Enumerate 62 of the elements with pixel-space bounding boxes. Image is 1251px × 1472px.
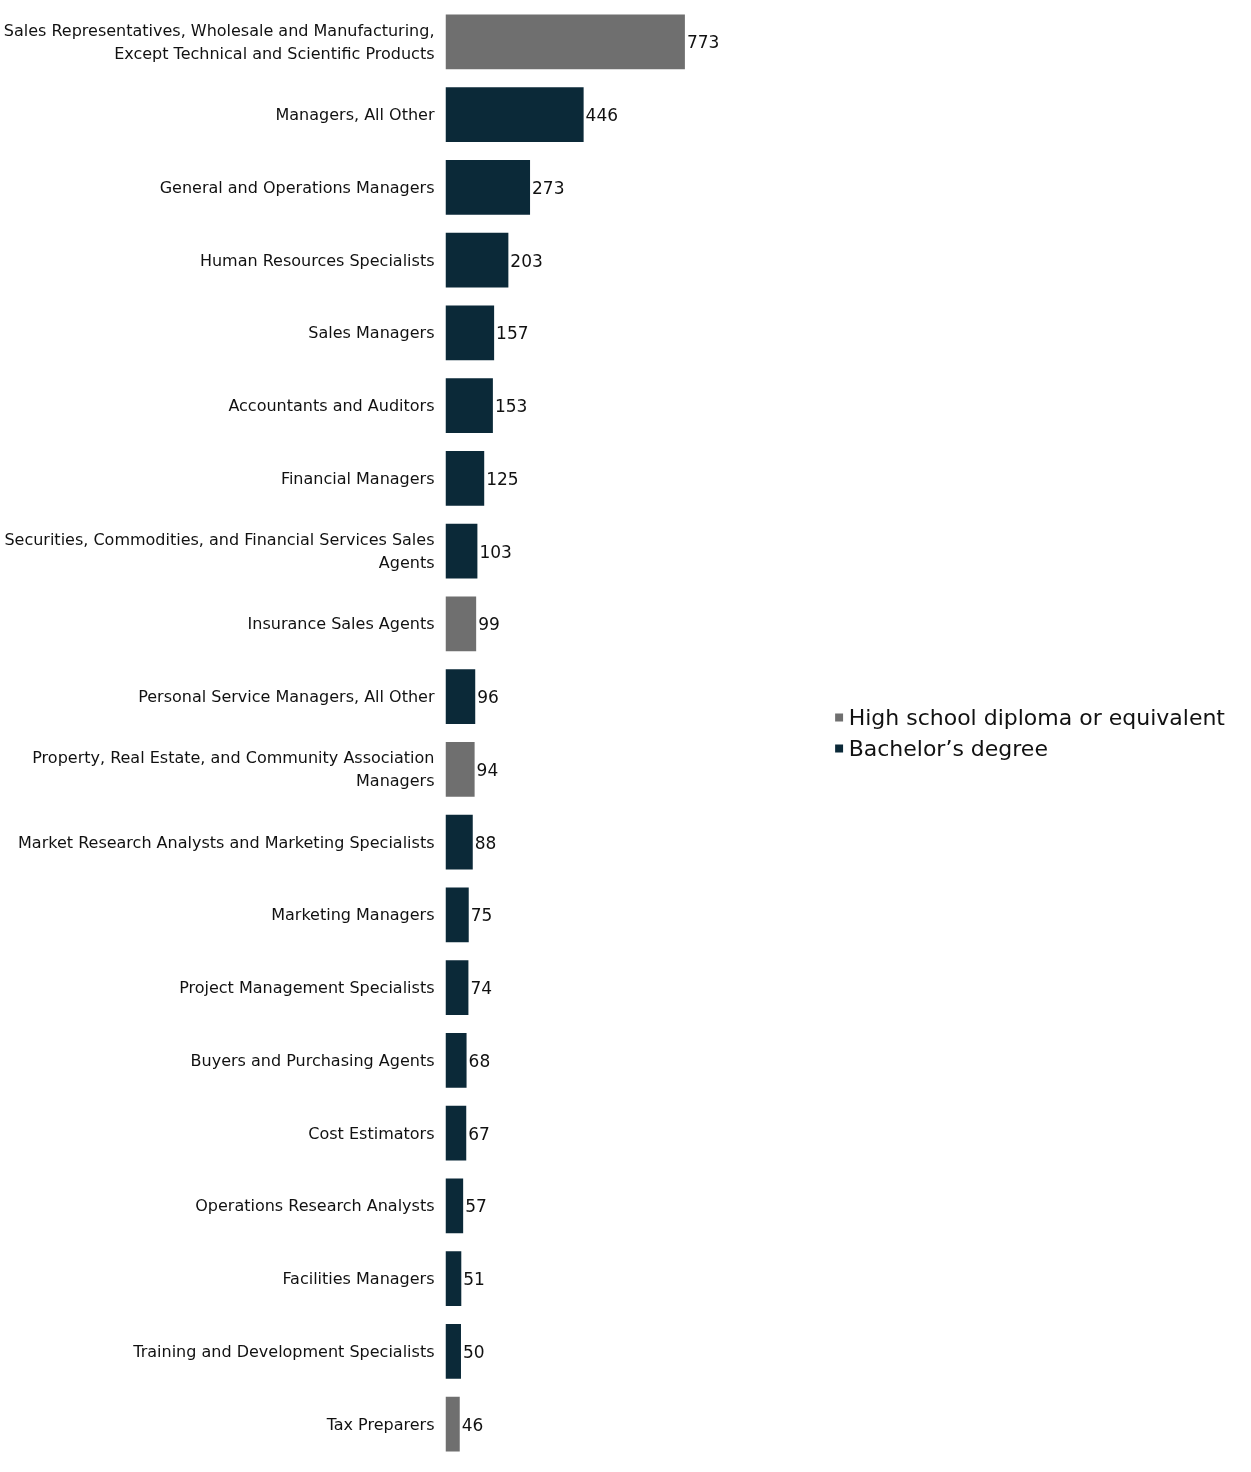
y-tick-label: Financial Managers — [280, 468, 435, 488]
data-label: 157 — [496, 323, 529, 344]
data-label: 51 — [463, 1269, 485, 1290]
data-label: 773 — [686, 32, 720, 53]
bar — [445, 378, 493, 433]
y-tick-label: Personal Service Managers, All Other — [138, 687, 435, 707]
bar — [445, 305, 495, 361]
data-label: 96 — [477, 687, 499, 708]
y-tick-label: Securities, Commodities, and Financial Services Sales Agents — [4, 530, 435, 573]
bar — [445, 742, 475, 797]
y-tick-label: Sales Representatives, Wholesale and Manufacturing, Except Technical and Scientific Products — [3, 20, 435, 63]
y-tick-label: Operations Research Analysts — [195, 1196, 435, 1216]
bar — [445, 669, 476, 724]
data-label: 57 — [465, 1196, 487, 1217]
data-label: 153 — [494, 396, 528, 417]
y-tick-label: Human Resources Specialists — [199, 250, 435, 270]
data-label: 94 — [476, 759, 499, 780]
bar — [445, 814, 473, 870]
bar — [445, 887, 469, 943]
data-label: 50 — [462, 1341, 485, 1362]
data-label: 46 — [461, 1414, 484, 1435]
data-label: 88 — [474, 832, 497, 853]
bar — [445, 960, 469, 1015]
data-label: 67 — [468, 1123, 490, 1144]
bar — [445, 160, 531, 215]
y-tick-label: Cost Estimators — [308, 1123, 435, 1143]
bar — [445, 1324, 461, 1379]
bar — [445, 232, 509, 288]
data-label: 99 — [478, 614, 500, 635]
bar — [445, 1396, 460, 1452]
bar — [445, 87, 584, 142]
y-tick-label: Training and Development Specialists — [132, 1341, 435, 1361]
bar — [445, 596, 477, 652]
bar — [445, 451, 485, 506]
bar — [445, 1033, 467, 1088]
bar — [445, 523, 478, 579]
y-tick-label: General and Operations Managers — [159, 177, 435, 197]
y-tick-label: Buyers and Purchasing Agents — [190, 1050, 435, 1070]
y-tick-label: Facilities Managers — [282, 1269, 435, 1289]
y-tick-label: Tax Preparers — [325, 1414, 435, 1434]
bar — [445, 1105, 467, 1161]
y-tick-label: Market Research Analysts and Marketing Specialists — [18, 832, 435, 852]
y-tick-label: Marketing Managers — [271, 905, 435, 925]
y-tick-label: Sales Managers — [308, 323, 435, 343]
y-tick-label: Project Management Specialists — [179, 978, 435, 998]
data-label: 74 — [470, 978, 493, 999]
data-label: 125 — [486, 468, 519, 489]
y-tick-label: Property, Real Estate, and Community Association Managers — [32, 748, 435, 791]
data-label: 273 — [532, 177, 565, 198]
bar — [445, 1178, 464, 1234]
data-label: 103 — [479, 541, 512, 562]
legend-label: Bachelor’s degree — [848, 735, 1048, 761]
y-tick-label: Accountants and Auditors — [228, 396, 435, 416]
bar — [445, 1251, 462, 1306]
data-label: 68 — [468, 1050, 491, 1071]
y-tick-label: Insurance Sales Agents — [247, 614, 435, 634]
y-tick-label: Managers, All Other — [275, 105, 435, 125]
legend-label: High school diploma or equivalent — [848, 704, 1225, 730]
data-label: 75 — [470, 905, 493, 926]
data-label: 446 — [585, 105, 619, 126]
data-label: 203 — [510, 250, 543, 271]
bar — [445, 14, 685, 70]
